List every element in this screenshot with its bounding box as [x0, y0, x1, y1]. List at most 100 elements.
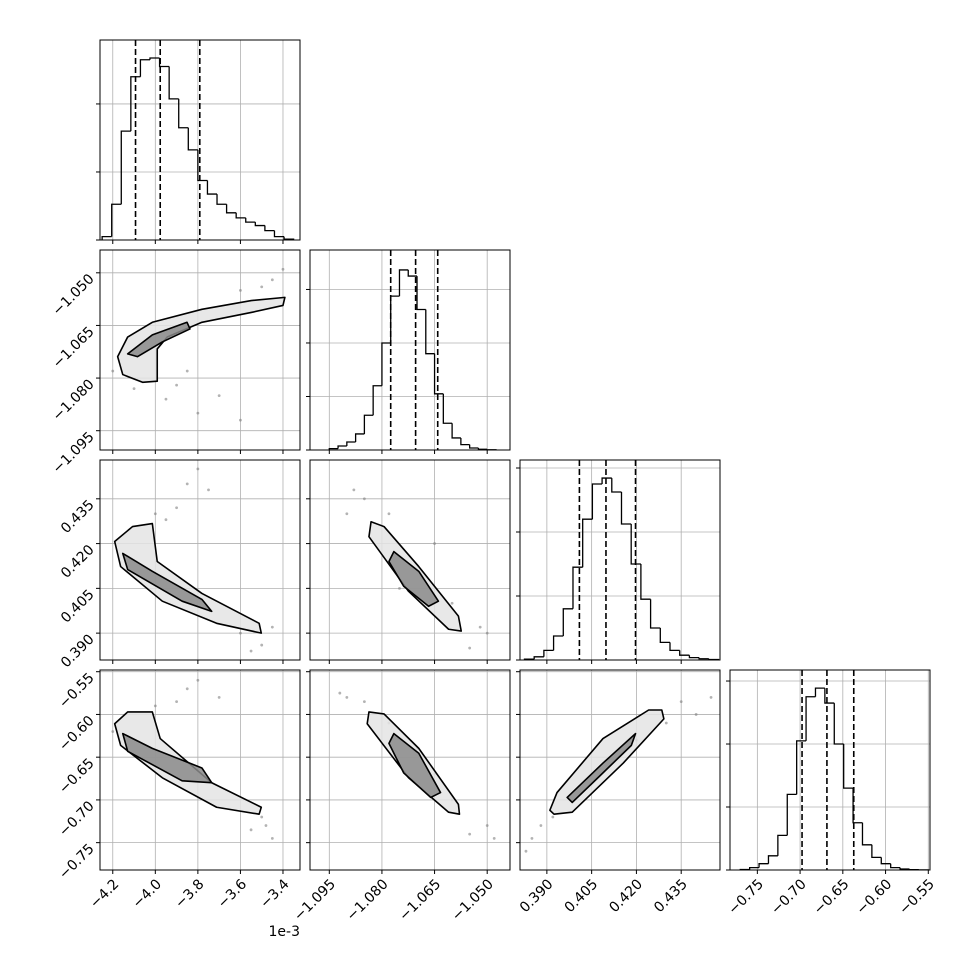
histogram-step [197, 149, 208, 182]
y-tick-label: −0.55 [56, 670, 98, 712]
histogram-step [843, 744, 854, 789]
sample-point [196, 467, 200, 471]
histogram-step [139, 59, 150, 77]
panel-frame [99, 39, 301, 241]
y-tick-label: 0.420 [58, 542, 98, 582]
histogram-step [899, 867, 910, 870]
panel-frame [309, 669, 511, 871]
panel-frame [309, 249, 511, 451]
histogram-step [460, 437, 470, 446]
sample-point [270, 625, 274, 629]
sample-point [485, 631, 489, 635]
histogram-step [796, 740, 807, 795]
sample-point [270, 278, 274, 282]
sample-point [260, 285, 264, 289]
sample-point [679, 700, 683, 704]
histogram-step [805, 696, 816, 741]
panel-frame [99, 669, 301, 871]
histogram-step [767, 855, 778, 864]
contour [126, 321, 191, 358]
histogram-step [363, 414, 374, 434]
sample-point [492, 836, 496, 840]
sample-point [260, 815, 264, 819]
histogram-step [178, 98, 189, 129]
sample-point [185, 369, 189, 373]
x-tick-label: −0.55 [896, 876, 938, 918]
sample-point [524, 849, 528, 853]
sample-point [239, 288, 242, 292]
x-tick-label: −4.2 [87, 876, 122, 911]
sample-point [207, 488, 210, 492]
histogram-step [381, 342, 391, 386]
histogram-step [216, 194, 227, 205]
sample-point [111, 730, 115, 733]
x-tick-label: −3.8 [172, 876, 207, 911]
histogram-step [407, 269, 418, 277]
histogram-step [582, 518, 593, 568]
histogram-step [398, 269, 409, 297]
histogram-step [337, 445, 347, 449]
x-tick-label: −1.095 [291, 876, 339, 924]
histogram-step [649, 599, 661, 629]
x-tick-label: −0.75 [725, 876, 767, 918]
histogram-step [871, 844, 882, 859]
histogram-step [477, 447, 488, 450]
histogram-step [416, 276, 426, 311]
histogram-step [777, 834, 788, 856]
histogram-step [354, 433, 365, 442]
histogram-step [264, 225, 275, 232]
sample-point [468, 646, 472, 650]
histogram-step [758, 863, 769, 868]
histogram-step [572, 566, 583, 609]
y-tick-label: −0.70 [56, 798, 98, 840]
histogram-step [149, 57, 160, 60]
x-tick-label: −1.080 [344, 876, 392, 924]
histogram-step [130, 76, 141, 132]
y-tick-label: −1.050 [50, 271, 98, 319]
sample-point [270, 836, 274, 840]
histogram-step [591, 483, 603, 520]
histogram-step [824, 688, 835, 704]
histogram-step [630, 524, 641, 565]
sample-point [185, 687, 189, 691]
sample-point [530, 836, 534, 840]
sample-point [175, 383, 178, 387]
histogram-step [101, 235, 112, 240]
panel-frame [309, 459, 511, 661]
y-tick-label: −1.095 [50, 429, 98, 477]
sample-point [196, 411, 200, 415]
sample-point [362, 700, 366, 704]
y-tick-label: 0.390 [58, 631, 98, 671]
sample-point [164, 397, 168, 401]
histogram-step [890, 863, 901, 869]
sample-point [111, 369, 115, 373]
histogram-step [620, 492, 632, 525]
sample-point [264, 824, 268, 827]
histogram-step [187, 127, 198, 151]
sample-point [345, 695, 349, 699]
histogram-step [861, 822, 872, 846]
panel-frame [729, 669, 931, 871]
histogram-step [659, 628, 670, 644]
histogram-step [601, 477, 612, 484]
histogram-step [235, 212, 246, 219]
histogram-step [562, 608, 573, 636]
histogram-step [669, 642, 680, 652]
sample-point [153, 512, 157, 516]
histogram-step [451, 423, 461, 439]
x-tick-label: 0.390 [517, 876, 557, 916]
contour [121, 732, 213, 784]
sample-point [352, 488, 356, 492]
y-tick-label: −1.065 [50, 324, 98, 372]
histogram-step [442, 393, 453, 424]
y-tick-label: 0.405 [58, 587, 98, 627]
sample-point [709, 695, 713, 699]
sample-point [433, 542, 436, 545]
histogram-step [543, 649, 554, 657]
y-tick-label: −1.080 [50, 376, 98, 424]
histogram-step [468, 444, 479, 449]
sample-point [387, 512, 391, 516]
sample-point [478, 625, 482, 629]
x-tick-label: −0.70 [768, 876, 810, 918]
